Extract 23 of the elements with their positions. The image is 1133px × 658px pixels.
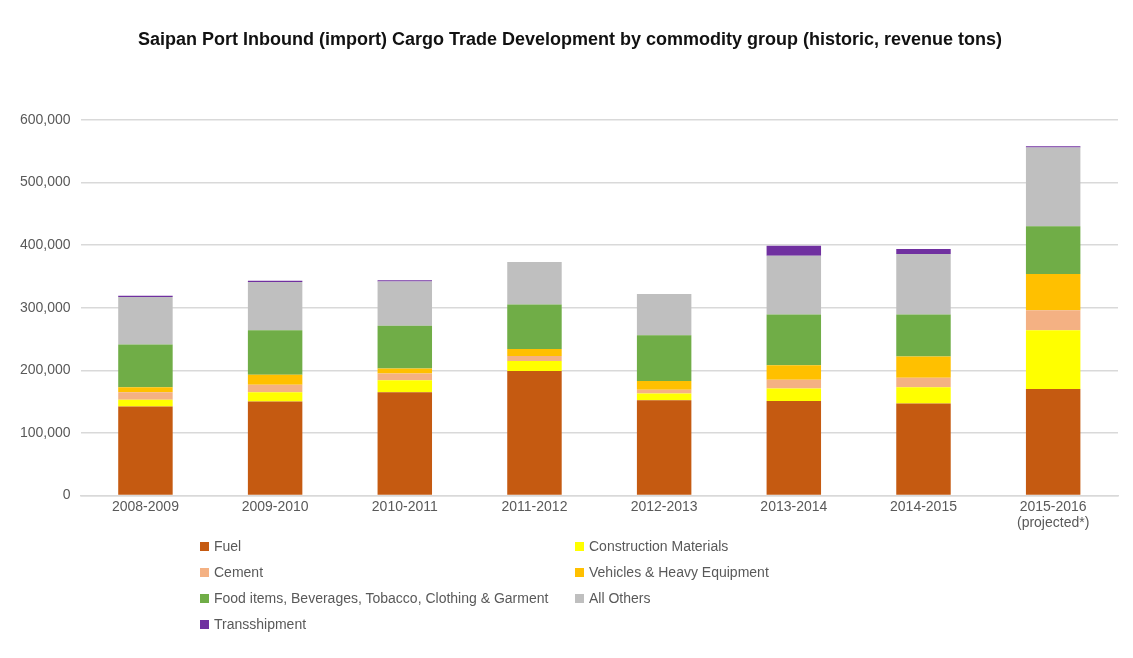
y-tick-label: 100,000 xyxy=(20,423,71,440)
x-tick-label: 2015-2016 (projected*) xyxy=(1016,497,1090,531)
x-tick-label: 2011-2012 xyxy=(501,497,568,514)
legend-label: Fuel xyxy=(214,538,242,554)
y-tick-label: 600,000 xyxy=(20,110,71,127)
y-tick-label: 0 xyxy=(62,486,71,503)
legend-label: Vehicles & Heavy Equipment xyxy=(589,564,769,580)
x-tick-label: 2012-2013 xyxy=(630,497,698,514)
chart-title: Saipan Port Inbound (import) Cargo Trade Development by commodity group (historic, revenue tons) xyxy=(136,28,1004,51)
x-tick-label: 2013-2014 xyxy=(760,497,828,514)
x-tick-label: 2009-2010 xyxy=(241,497,309,514)
legend-label: Transshipment xyxy=(214,616,307,632)
x-tick-label: 2010-2011 xyxy=(371,497,438,514)
legend-label: Construction Materials xyxy=(589,538,729,554)
y-tick-label: 300,000 xyxy=(20,298,71,315)
x-tick-label: 2008-2009 xyxy=(111,497,180,514)
legend-label: All Others xyxy=(589,590,651,606)
y-tick-label: 500,000 xyxy=(20,173,71,190)
y-tick-label: 400,000 xyxy=(20,235,71,252)
legend-label: Food items, Beverages, Tobacco, Clothing & Garment xyxy=(214,590,549,606)
legend-label: Cement xyxy=(214,564,264,580)
y-tick-label: 200,000 xyxy=(20,361,71,378)
x-tick-label: 2014-2015 xyxy=(890,497,958,514)
